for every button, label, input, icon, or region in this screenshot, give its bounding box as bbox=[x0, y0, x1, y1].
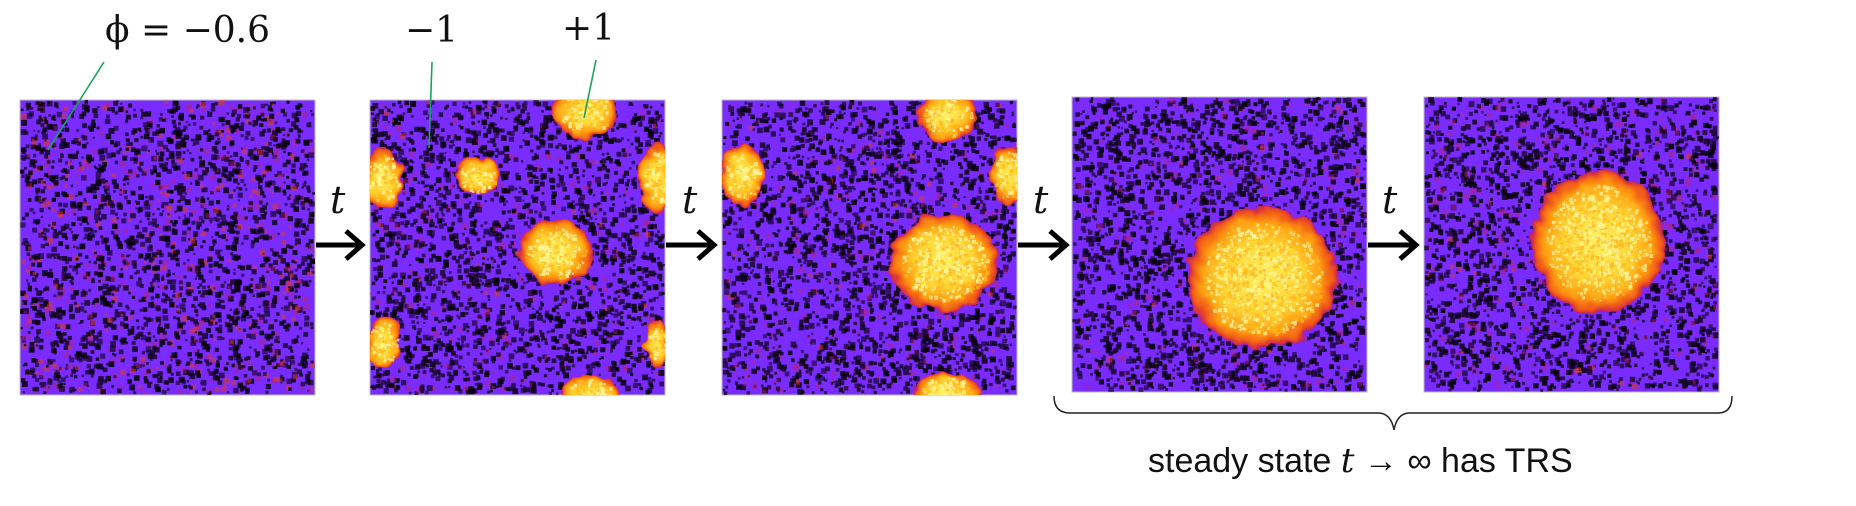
panel-3-field bbox=[722, 100, 1017, 395]
arrow-1-label: t bbox=[330, 178, 346, 222]
steady-state-caption: steady state t → ∞ has TRS bbox=[1148, 441, 1573, 481]
arrow-3: t bbox=[1018, 178, 1070, 261]
panel-1 bbox=[19, 99, 316, 396]
plus-one-label: +1 bbox=[562, 8, 615, 49]
panel-5 bbox=[1423, 96, 1720, 393]
phi-pointer bbox=[47, 61, 105, 151]
plus-one-annotation: +1 bbox=[562, 8, 615, 119]
plus-one-pointer bbox=[583, 59, 597, 119]
arrow-2-label: t bbox=[682, 178, 698, 222]
steady-state-brace bbox=[1053, 395, 1733, 431]
arrow-4-label: t bbox=[1382, 178, 1398, 222]
panel-2-field bbox=[370, 100, 665, 395]
panel-3 bbox=[721, 99, 1018, 396]
panel-1-field bbox=[20, 100, 315, 395]
arrow-4: t bbox=[1368, 178, 1420, 261]
phi-annotation: ϕ = −0.6 bbox=[47, 10, 270, 151]
minus-one-label: −1 bbox=[405, 10, 458, 51]
minus-one-pointer bbox=[428, 61, 433, 149]
arrow-2: t bbox=[666, 178, 718, 261]
caption-suffix: → ∞ has TRS bbox=[1354, 442, 1572, 480]
phi-label: ϕ = −0.6 bbox=[105, 10, 270, 51]
minus-one-annotation: −1 bbox=[405, 10, 458, 149]
caption-prefix: steady state bbox=[1148, 442, 1341, 480]
arrow-1: t bbox=[316, 178, 366, 261]
arrow-3-label: t bbox=[1033, 178, 1049, 222]
panel-5-field bbox=[1424, 97, 1719, 392]
panel-4-field bbox=[1072, 97, 1367, 392]
caption-variable: t bbox=[1341, 441, 1355, 481]
panel-4 bbox=[1071, 96, 1368, 393]
panel-2 bbox=[369, 99, 666, 396]
